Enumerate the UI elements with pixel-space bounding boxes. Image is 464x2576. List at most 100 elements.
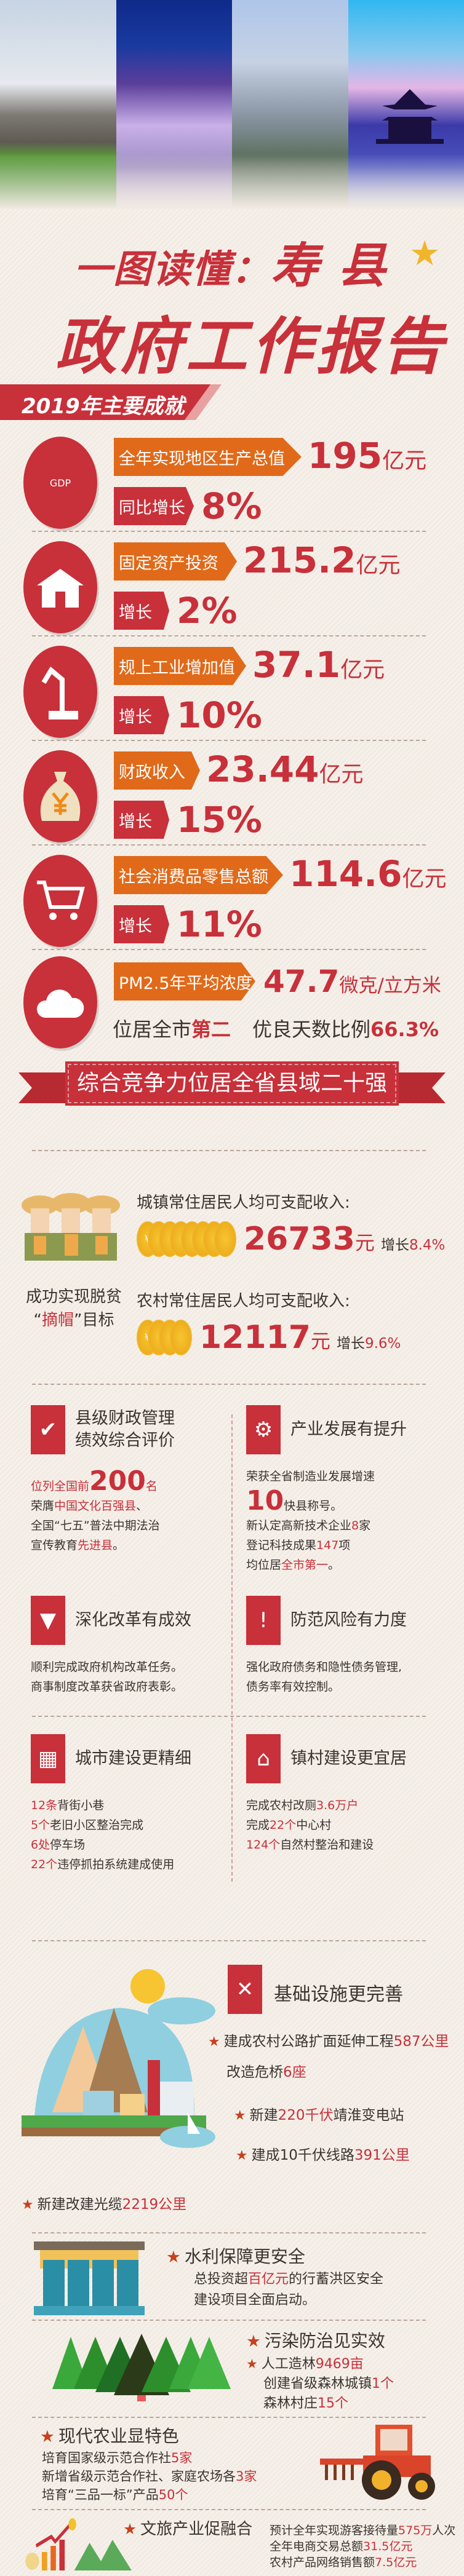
- growth-label: 同比增长: [114, 487, 194, 525]
- highlight-text: 5个: [31, 1818, 50, 1832]
- pollution-line-text: 人工造林9469亩: [262, 2356, 364, 2372]
- growth-value: 2%: [177, 590, 238, 632]
- text-segment: 违停抓拍系统建成使用: [57, 1858, 175, 1871]
- section-ribbon-competitiveness: 综合竞争力位居全省县域二十强: [18, 1061, 446, 1108]
- village-house-icon: ⌂: [246, 1734, 281, 1783]
- house-icon: [23, 541, 97, 633]
- urban-growth-label: 增长: [380, 1237, 409, 1253]
- lower-sections: ★ 水利保障更安全 总投资超百亿元的行蓄洪区安全 建设项目全面启动。 ★ 污染防治见实…: [0, 2238, 464, 2576]
- growth-value: 15%: [177, 799, 262, 841]
- text-segment: 家: [359, 1519, 371, 1532]
- highlight-text: 391公里: [354, 2147, 410, 2163]
- text-segment: 靖淮变电站: [333, 2107, 404, 2123]
- growth-value: 11%: [177, 903, 262, 945]
- growth-label: 增长: [114, 905, 169, 943]
- good-days-label: 优良天数比例: [252, 1018, 371, 1041]
- divider: [32, 2509, 426, 2510]
- divider: [32, 1150, 426, 1151]
- title-line-1: 一图读懂：寿 县: [74, 228, 387, 296]
- text-segment: 均位居: [246, 1558, 282, 1572]
- highlight-text: 220千伏: [278, 2107, 334, 2123]
- card-title: 镇村建设更宜居: [290, 1749, 407, 1768]
- poverty-goal-text: 成功实现脱贫 “摘帽”目标: [18, 1285, 129, 1332]
- card-line: 新认定高新技术企业8家: [246, 1516, 455, 1536]
- good-days-value: 66.3%: [370, 1018, 439, 1041]
- card-title: 县级财政管理 绩效综合评价: [75, 1409, 175, 1450]
- text-segment: 顺利完成政府机构改革任务。: [31, 1660, 183, 1674]
- water-line: 总投资超百亿元的行蓄洪区安全: [194, 2269, 383, 2290]
- stat-row: 规上工业增加值 37.1亿元 增长 10%: [0, 640, 464, 744]
- highlight-text: 6处: [31, 1838, 50, 1852]
- star-icon: ★: [123, 2520, 137, 2538]
- photo-lake-pavilion: [348, 0, 464, 209]
- title-place: 寿 县: [271, 239, 388, 294]
- urban-growth-value: 8.4%: [409, 1237, 446, 1253]
- text-segment: ”目标: [74, 1311, 114, 1330]
- ribbon-text: 综合竞争力位居全省县域二十强: [65, 1061, 399, 1106]
- card-line: 商事制度改革获省政府表彰。: [31, 1677, 240, 1697]
- stat-number: 114.6: [289, 853, 402, 895]
- stat-value: 215.2亿元: [243, 541, 400, 585]
- tourism-title-text: 文旅产业促融合: [140, 2520, 253, 2538]
- stat-row: GDP 全年实现地区生产总值 195亿元 同比增长 8%: [0, 430, 464, 535]
- pm25-label: PM2.5年平均浓度: [114, 962, 255, 1001]
- star-icon: ★: [236, 2148, 248, 2163]
- title-prefix: 一图读懂：: [74, 247, 271, 291]
- highlight-text: 8: [351, 1519, 359, 1532]
- growth-label: 增长: [114, 696, 169, 734]
- text-segment: 建成农村公路扩面延伸工程: [223, 2034, 394, 2050]
- tourism-line: 预计全年实现游客接待量575万人次: [270, 2522, 455, 2538]
- stat-number: 215.2: [243, 539, 356, 581]
- divider: [32, 1940, 426, 1941]
- urban-income-unit: 元: [354, 1231, 375, 1254]
- text-segment: 全年电商交易总额: [270, 2540, 364, 2553]
- star-icon: ★: [40, 2427, 55, 2446]
- infra-item: ★ 新建改建光缆2219公里: [22, 2192, 186, 2217]
- card-line: 均位居全市第一。: [246, 1555, 455, 1575]
- text-segment: 农村产品网络销售额: [270, 2556, 375, 2569]
- card-line: 全国“七五”普法中期法治: [31, 1516, 240, 1536]
- text-segment: 森林村庄: [263, 2396, 318, 2411]
- text-segment: 预计全年实现游客接待量: [270, 2524, 399, 2537]
- pm25-value: 47.7微克/立方米: [263, 962, 441, 1005]
- card-line: 6处停车场: [31, 1835, 240, 1855]
- text-segment: 荣膺: [31, 1499, 55, 1513]
- pm25-rank: 位居全市第二: [113, 1014, 231, 1042]
- agriculture-line: 新增省级示范合作社、家庭农场各3家: [42, 2467, 257, 2486]
- card-line: 强化政府债务和隐性债务管理,: [246, 1657, 455, 1677]
- highlight-text: 10: [246, 1485, 284, 1516]
- text-segment: 快县称号。: [284, 1499, 343, 1513]
- card-body: 强化政府债务和隐性债务管理, 债务率有效控制。: [246, 1657, 455, 1697]
- text-segment: 创建省级森林城镇: [263, 2376, 372, 2392]
- stat-row: 财政收入 23.44亿元 增长 15%: [0, 744, 464, 849]
- page-title: 政府工作报告: [55, 311, 447, 382]
- cloud-icon: [23, 956, 97, 1048]
- gear-icon: ⚙: [246, 1405, 281, 1454]
- card-line: 顺利完成政府机构改革任务。: [31, 1657, 240, 1677]
- stat-unit: 亿元: [340, 657, 385, 683]
- hero-photo-strip: [0, 0, 464, 209]
- star-icon: ★: [234, 2108, 246, 2123]
- text-segment: 停车场: [50, 1838, 86, 1852]
- stat-row: 固定资产投资 215.2亿元 增长 2%: [0, 535, 464, 640]
- stat-value: 195亿元: [308, 437, 426, 480]
- growth-value: 10%: [177, 694, 262, 736]
- text-segment: 强化政府债务和隐性债务管理,: [246, 1660, 402, 1674]
- section-ribbon-2019: 2019年主要成就: [0, 384, 215, 420]
- card-body: 位列全国前200名 荣膺中国文化百强县、 全国“七五”普法中期法治 宣传教育先进县。: [31, 1467, 240, 1555]
- highlight-text: 9469亩: [315, 2356, 364, 2372]
- stat-unit: 亿元: [382, 448, 427, 474]
- text-segment: 完成农村改厕: [246, 1799, 317, 1812]
- stat-number: 37.1: [252, 644, 341, 686]
- text-segment: 改造危桥: [226, 2064, 283, 2080]
- text-segment: 新增省级示范合作社、家庭农场各: [42, 2469, 236, 2484]
- highlight-text: 31.5亿元: [363, 2540, 413, 2553]
- water-text: 总投资超百亿元的行蓄洪区安全 建设项目全面启动。: [194, 2269, 383, 2311]
- stat-row-pm25: PM2.5年平均浓度 47.7微克/立方米 位居全市第二 优良天数比例66.3%: [0, 950, 464, 1055]
- highlight-text: 575万: [398, 2524, 433, 2537]
- agriculture-line: 培育“三品一标”产品50个: [42, 2486, 257, 2504]
- card-line: 5个老旧小区整治完成: [31, 1815, 240, 1835]
- stat-number: 195: [308, 435, 383, 477]
- text-segment: 完成: [246, 1818, 270, 1832]
- text-segment: 全国“七五”普法中期法治: [31, 1519, 160, 1532]
